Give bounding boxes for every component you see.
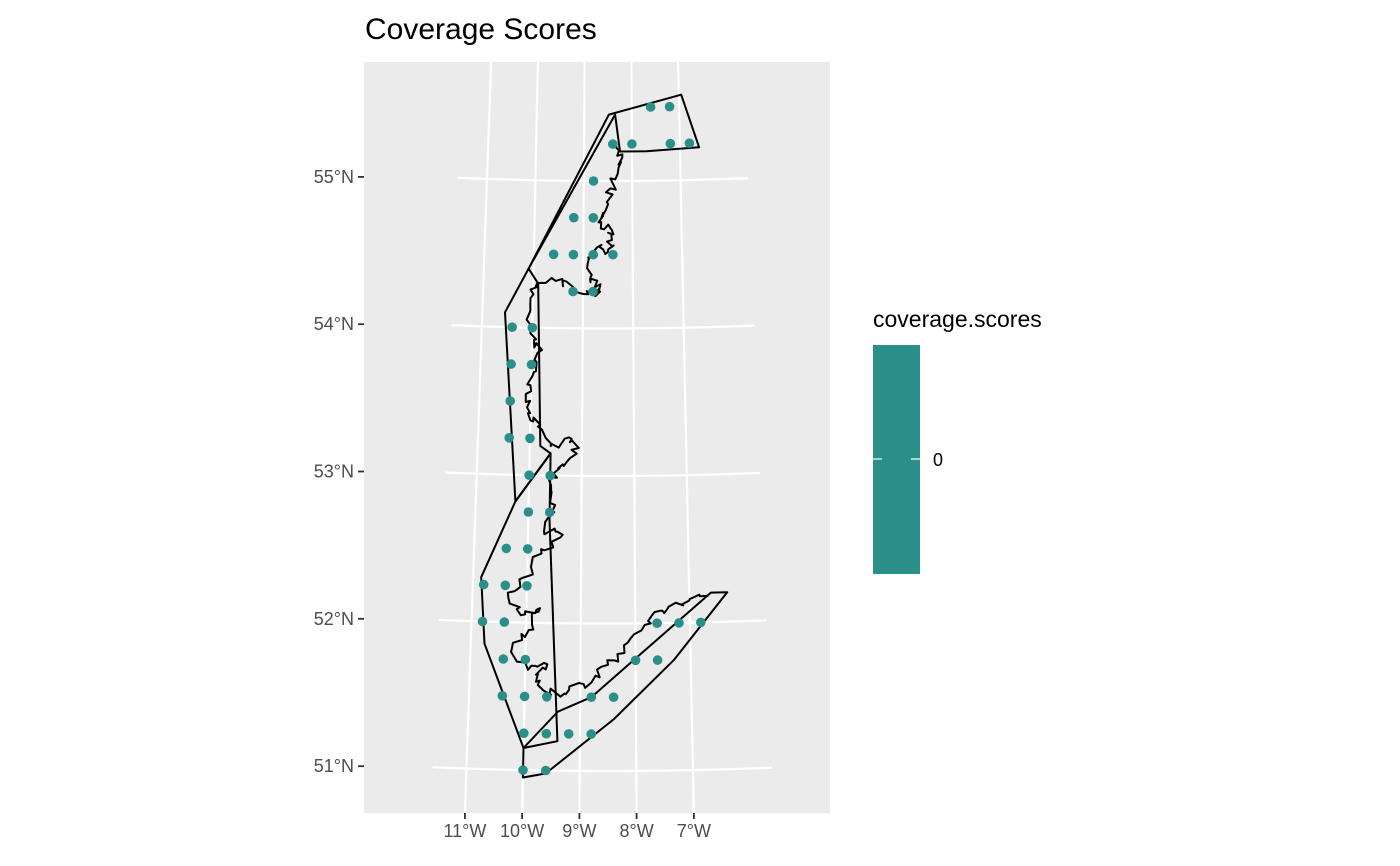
coverage-point: [519, 728, 529, 738]
coverage-point: [518, 765, 528, 775]
coverage-point: [504, 433, 514, 443]
legend-label: 0: [933, 450, 943, 470]
y-tick-label: 55°N: [314, 167, 354, 187]
coverage-point: [608, 139, 618, 149]
coverage-point: [645, 102, 656, 112]
coverage-point: [568, 249, 579, 260]
x-tick-label: 7°W: [677, 821, 711, 841]
region-outline-north: [527, 93, 701, 270]
coverage-point: [627, 139, 637, 149]
y-tick-label: 54°N: [314, 314, 354, 334]
coverage-point: [588, 213, 599, 223]
coverage-point: [522, 581, 532, 591]
coverage-point: [664, 101, 675, 112]
coverage-point: [665, 138, 676, 149]
coverage-point: [527, 322, 538, 333]
coverage-point: [684, 138, 695, 148]
coverage-point: [499, 617, 510, 627]
coverage-point: [477, 616, 488, 627]
plot-panel: [364, 62, 830, 813]
coverage-point: [505, 396, 515, 406]
coverage-point: [608, 249, 618, 260]
coverage-point: [586, 692, 597, 702]
coastline: [506, 143, 709, 698]
coverage-point: [608, 692, 619, 702]
legend-title: coverage.scores: [873, 306, 1042, 332]
coverage-point: [630, 655, 641, 666]
coverage-point: [674, 618, 684, 628]
coverage-point: [545, 470, 555, 481]
coverage-point: [524, 470, 534, 481]
coverage-point: [568, 286, 578, 297]
coverage-point: [569, 212, 579, 223]
coverage-point: [507, 322, 517, 333]
coverage-point: [563, 729, 574, 739]
meridian-gridline: [463, 62, 493, 813]
y-tick-label: 51°N: [314, 756, 354, 776]
coverage-point: [586, 729, 596, 739]
axis-ticks: 51°N 52°N 53°N 54°N 55°N 11°W 10°W 9°W 8°W 7°W: [314, 167, 711, 841]
coverage-point: [526, 359, 537, 370]
y-tick-label: 53°N: [314, 462, 354, 482]
coverage-point: [523, 507, 534, 517]
coverage-point: [542, 692, 552, 702]
coverage-point: [588, 286, 598, 297]
parallel-gridline: [438, 618, 767, 625]
coastline-path: [506, 143, 709, 698]
chart-title: Coverage Scores: [365, 13, 597, 46]
coverage-point: [478, 579, 489, 590]
parallel-gridline: [457, 176, 749, 183]
coverage-point: [541, 728, 552, 739]
coverage-point: [522, 544, 533, 554]
coverage-points: [477, 101, 706, 776]
coverage-point: [652, 655, 663, 665]
parallel-gridline: [451, 324, 755, 330]
x-tick-label: 10°W: [500, 821, 544, 841]
coverage-point: [519, 691, 530, 702]
x-tick-label: 8°W: [619, 821, 653, 841]
x-tick-label: 11°W: [443, 821, 486, 841]
coverage-point: [652, 618, 662, 628]
coverage-point: [520, 654, 531, 665]
coverage-point: [540, 765, 551, 776]
y-tick-label: 52°N: [314, 609, 354, 629]
coverage-point: [525, 433, 535, 444]
coverage-point: [588, 176, 599, 186]
coverage-point: [501, 543, 512, 554]
meridian-gridline: [578, 62, 586, 813]
meridian-gridline: [676, 62, 695, 813]
coverage-point: [696, 617, 706, 628]
coverage-point: [497, 691, 508, 701]
parallel-gridline: [445, 471, 761, 478]
meridian-gridline: [521, 62, 540, 813]
coverage-point: [548, 249, 559, 260]
legend: coverage.scores 0: [873, 306, 1042, 574]
coverage-point: [506, 359, 516, 369]
parallel-gridline: [432, 766, 773, 773]
coverage-point: [588, 249, 598, 260]
coverage-point: [500, 580, 511, 591]
coverage-point: [544, 507, 555, 518]
x-tick-label: 9°W: [562, 821, 596, 841]
coverage-point: [498, 654, 509, 664]
